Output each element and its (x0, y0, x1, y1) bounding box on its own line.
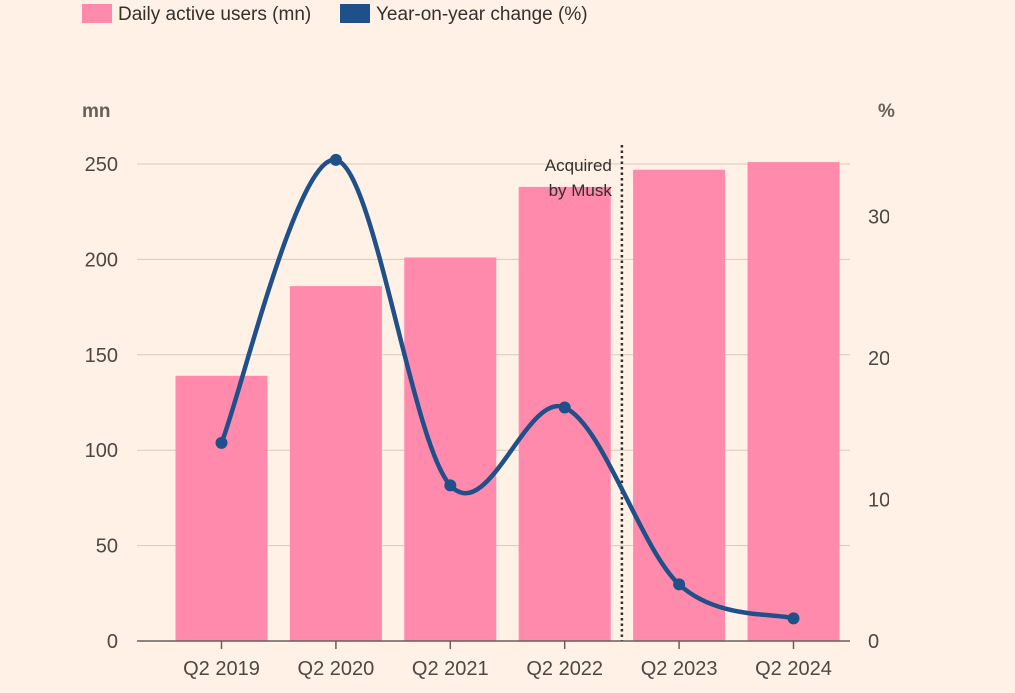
x-tick-label: Q2 2021 (412, 658, 489, 680)
bar-q2-2024 (747, 162, 840, 642)
bars (175, 162, 840, 642)
x-tick-label: Q2 2022 (526, 658, 603, 680)
right-tick-label: 30 (868, 207, 890, 229)
yoy-point-q2-2023 (673, 578, 686, 591)
legend: Daily active users (mn) Year-on-year cha… (82, 4, 588, 25)
yoy-point-q2-2022 (558, 401, 571, 414)
left-tick-label: 50 (96, 536, 118, 558)
left-y-axis: 0 50 100 150 200 250 (85, 154, 118, 653)
yoy-point-q2-2019 (215, 436, 228, 449)
annotation-label: by Musk (549, 181, 613, 200)
left-tick-label: 250 (85, 154, 118, 176)
legend-label-yoy: Year-on-year change (%) (376, 4, 588, 25)
left-tick-label: 200 (85, 249, 118, 271)
bar-q2-2022 (518, 186, 611, 641)
left-tick-label: 100 (85, 440, 118, 462)
x-tick-label: Q2 2020 (298, 658, 375, 680)
left-tick-label: 150 (85, 345, 118, 367)
yoy-point-q2-2021 (444, 479, 457, 492)
yoy-point-q2-2020 (329, 153, 342, 166)
annotation: Acquired by Musk (545, 145, 624, 641)
bar-q2-2020 (289, 286, 382, 641)
yoy-point-q2-2024 (787, 612, 800, 625)
x-tick-label: Q2 2023 (641, 658, 718, 680)
x-axis: Q2 2019 Q2 2020 Q2 2021 Q2 2022 Q2 2023 Q2 20… (137, 640, 850, 680)
bar-q2-2021 (404, 257, 497, 641)
x-tick-label: Q2 2024 (755, 658, 832, 680)
yoy-line (215, 153, 800, 625)
legend-swatch-dau (82, 4, 112, 23)
annotation-label: Acquired (545, 156, 612, 175)
left-tick-label: 0 (107, 631, 118, 653)
left-axis-unit: mn (82, 101, 111, 122)
right-axis-unit: % (878, 101, 895, 122)
bar-q2-2023 (633, 169, 726, 641)
right-tick-label: 0 (868, 631, 879, 653)
legend-swatch-yoy (340, 4, 370, 23)
right-tick-label: 10 (868, 490, 890, 512)
bar-q2-2019 (175, 375, 268, 641)
right-y-axis: 0 10 20 30 (868, 207, 890, 654)
x-tick-label: Q2 2019 (183, 658, 260, 680)
legend-label-dau: Daily active users (mn) (118, 4, 311, 25)
right-tick-label: 20 (868, 348, 890, 370)
